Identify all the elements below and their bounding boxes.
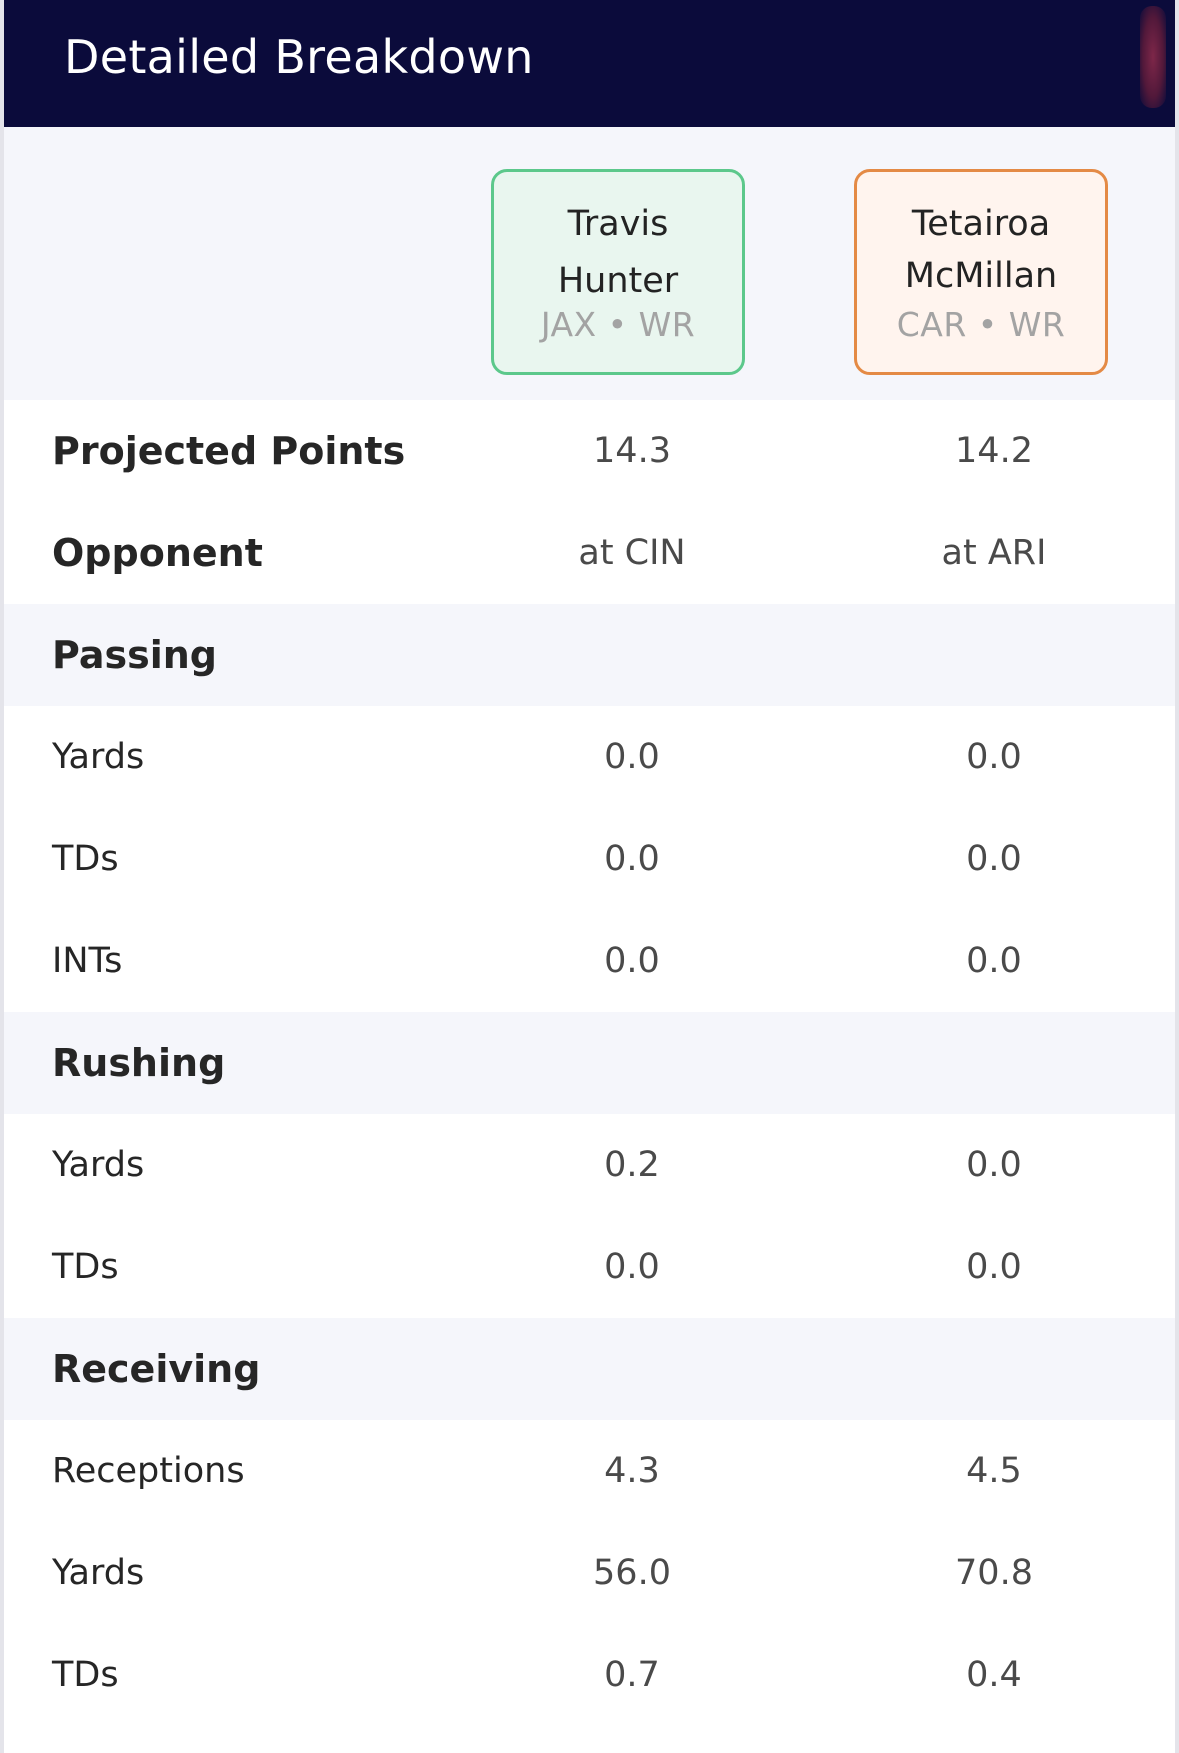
section-header-receiving: Receiving bbox=[4, 1318, 1175, 1420]
header-bar: Detailed Breakdown bbox=[4, 0, 1175, 127]
value-player-a: 14.3 bbox=[593, 431, 671, 471]
value-player-b: at ARI bbox=[941, 533, 1047, 573]
value-player-b: 0.0 bbox=[966, 839, 1022, 879]
row-opponent: Opponent at CIN at ARI bbox=[4, 502, 1175, 604]
value-player-b: 0.0 bbox=[966, 1247, 1022, 1287]
row-label: Receptions bbox=[52, 1451, 245, 1491]
row-passing-tds: TDs 0.0 0.0 bbox=[4, 808, 1175, 910]
row-rushing-tds: TDs 0.0 0.0 bbox=[4, 1216, 1175, 1318]
row-label: Opponent bbox=[52, 531, 263, 575]
row-receiving-tds: TDs 0.7 0.4 bbox=[4, 1624, 1175, 1726]
player-team-position: CAR • WR bbox=[896, 305, 1066, 344]
value-player-a: 4.3 bbox=[604, 1451, 660, 1491]
player-team-position: JAX • WR bbox=[540, 305, 696, 344]
section-title: Receiving bbox=[52, 1347, 261, 1391]
row-label: Yards bbox=[52, 737, 145, 777]
value-player-a: 0.7 bbox=[604, 1655, 660, 1695]
value-player-b: 0.0 bbox=[966, 1145, 1022, 1185]
value-player-b: 14.2 bbox=[955, 431, 1033, 471]
value-player-a: 0.2 bbox=[604, 1145, 660, 1185]
row-label: Yards bbox=[52, 1145, 145, 1185]
value-player-a: 0.0 bbox=[604, 737, 660, 777]
page-title: Detailed Breakdown bbox=[64, 30, 534, 84]
value-player-a: at CIN bbox=[578, 533, 686, 573]
row-label: Projected Points bbox=[52, 429, 406, 473]
player-card-tetairoa-mcmillan[interactable]: Tetairoa McMillan CAR • WR bbox=[854, 169, 1108, 375]
value-player-a: 56.0 bbox=[593, 1553, 671, 1593]
value-player-b: 0.4 bbox=[966, 1655, 1022, 1695]
row-receiving-receptions: Receptions 4.3 4.5 bbox=[4, 1420, 1175, 1522]
row-label: INTs bbox=[52, 941, 123, 981]
header-edge-mark bbox=[1140, 6, 1166, 108]
value-player-a: 0.0 bbox=[604, 1247, 660, 1287]
player-name: Travis Hunter bbox=[557, 204, 679, 301]
row-receiving-yards: Yards 56.0 70.8 bbox=[4, 1522, 1175, 1624]
right-edge-strip bbox=[1175, 0, 1179, 1753]
value-player-b: 70.8 bbox=[955, 1553, 1033, 1593]
value-player-b: 0.0 bbox=[966, 737, 1022, 777]
value-player-a: 0.0 bbox=[604, 839, 660, 879]
section-header-rushing: Rushing bbox=[4, 1012, 1175, 1114]
value-player-b: 4.5 bbox=[966, 1451, 1022, 1491]
row-label: Yards bbox=[52, 1553, 145, 1593]
row-projected-points: Projected Points 14.3 14.2 bbox=[4, 400, 1175, 502]
row-passing-yards: Yards 0.0 0.0 bbox=[4, 706, 1175, 808]
section-header-passing: Passing bbox=[4, 604, 1175, 706]
row-passing-ints: INTs 0.0 0.0 bbox=[4, 910, 1175, 1012]
row-label: TDs bbox=[52, 839, 119, 879]
value-player-a: 0.0 bbox=[604, 941, 660, 981]
row-label: TDs bbox=[52, 1655, 119, 1695]
section-title: Rushing bbox=[52, 1041, 226, 1085]
row-rushing-yards: Yards 0.2 0.0 bbox=[4, 1114, 1175, 1216]
row-label: TDs bbox=[52, 1247, 119, 1287]
section-title: Passing bbox=[52, 633, 217, 677]
player-name: Tetairoa McMillan bbox=[904, 204, 1058, 296]
value-player-b: 0.0 bbox=[966, 941, 1022, 981]
player-card-travis-hunter[interactable]: Travis Hunter JAX • WR bbox=[491, 169, 745, 375]
left-edge-strip bbox=[0, 0, 4, 1753]
